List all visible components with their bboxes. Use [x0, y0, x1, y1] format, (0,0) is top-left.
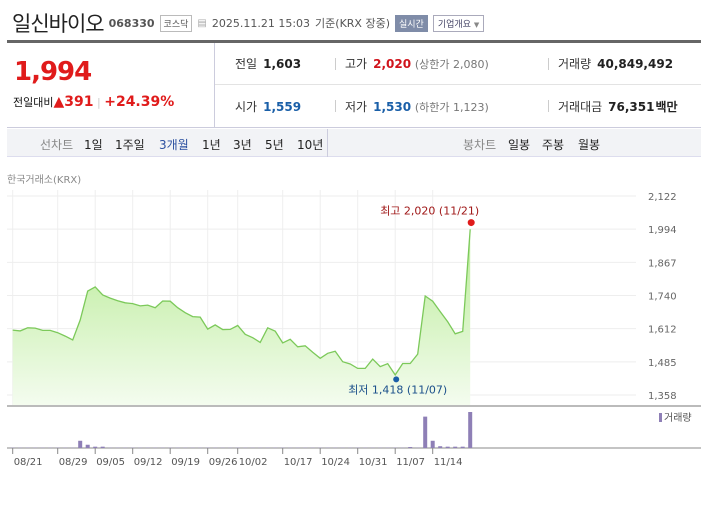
- x-tick-label: 10/31: [359, 457, 388, 468]
- price-area: [12, 229, 471, 405]
- chart-tabs: 선차트 1일 1주일 3개월 1년 3년 5년 10년 봉차트 일봉 주봉 월봉: [7, 129, 701, 157]
- x-tick-label: 08/29: [59, 457, 88, 468]
- tab-10y[interactable]: 10년: [297, 138, 324, 152]
- volume-legend: 거래량: [664, 412, 692, 424]
- volume-bar: [78, 440, 83, 448]
- x-tick-label: 09/19: [171, 457, 200, 468]
- candle-chart-label: 봉차트: [463, 138, 497, 152]
- volume: 거래량 40,849,492: [558, 57, 674, 71]
- prev-close: 전일 1,603: [235, 57, 302, 71]
- chevron-down-icon: ▼: [473, 20, 480, 29]
- x-tick-label: 09/12: [134, 457, 163, 468]
- y-tick-label: 1,994: [648, 225, 677, 236]
- change-value: 391: [64, 94, 94, 110]
- tab-3y[interactable]: 3년: [233, 138, 252, 152]
- volume-bar: [468, 412, 473, 448]
- stock-code: 068330: [108, 16, 155, 30]
- stats-grid: 전일 1,603 고가 2,020 (상한가 2,080) 거래량 40,849,49…: [214, 43, 701, 128]
- line-chart-label: 선차트: [40, 138, 74, 152]
- company-overview-dropdown[interactable]: 기업개요 ▼: [432, 14, 485, 32]
- tab-monthly[interactable]: 월봉: [578, 138, 601, 152]
- up-triangle-icon: ▲: [53, 94, 65, 110]
- tab-5y[interactable]: 5년: [265, 138, 284, 152]
- low-price: 저가 1,530 (하한가 1,123): [345, 99, 489, 114]
- volume-bar: [445, 446, 450, 448]
- x-tick-label: 11/07: [396, 457, 425, 468]
- x-tick-label: 08/21: [14, 457, 43, 468]
- volume-legend-icon: [659, 413, 662, 422]
- stock-header: 일신바이오 068330 코스닥 ▤ 2025.11.21 15:03 기준(K…: [12, 8, 485, 38]
- x-tick-label: 10/24: [321, 457, 350, 468]
- price-box: 1,994 전일대비▲391 | +24.39%: [7, 43, 214, 128]
- volume-bar: [438, 446, 443, 448]
- y-tick-label: 1,358: [648, 391, 677, 402]
- basis: 기준(KRX 장중): [315, 17, 390, 30]
- tab-1d[interactable]: 1일: [84, 138, 103, 152]
- y-tick-label: 1,740: [648, 292, 677, 303]
- open-price: 시가 1,559: [235, 99, 302, 114]
- tab-1y[interactable]: 1년: [202, 138, 221, 152]
- volume-bar: [85, 444, 90, 448]
- high-annotation: 최고 2,020 (11/21): [380, 205, 479, 218]
- price-change: 전일대비▲391 | +24.39%: [13, 94, 175, 110]
- x-tick-label: 11/14: [434, 457, 463, 468]
- tab-1w[interactable]: 1주일: [115, 138, 145, 152]
- realtime-button[interactable]: 실시간: [394, 14, 428, 32]
- x-tick-label: 09/05: [96, 457, 125, 468]
- market-badge: 코스닥: [159, 14, 193, 32]
- tab-daily[interactable]: 일봉: [508, 138, 531, 152]
- low-marker: [393, 376, 400, 383]
- volume-bar: [423, 416, 428, 448]
- volume-bar: [100, 446, 105, 448]
- price-line: [12, 229, 471, 377]
- volume-bar: [93, 446, 98, 448]
- tab-weekly[interactable]: 주봉: [542, 138, 565, 152]
- high-marker: [467, 219, 475, 227]
- tab-3m[interactable]: 3개월: [159, 138, 189, 152]
- x-tick-label: 10/17: [284, 457, 313, 468]
- divider: [7, 40, 701, 43]
- volume-bar: [408, 447, 413, 448]
- trade-value: 거래대금 76,351백만: [558, 99, 678, 114]
- volume-bar: [460, 446, 465, 448]
- overview-label: 기업개요: [437, 19, 471, 30]
- x-tick-label: 09/26: [209, 457, 238, 468]
- stock-name: 일신바이오: [12, 12, 105, 36]
- y-tick-label: 1,485: [648, 358, 677, 369]
- low-annotation: 최저 1,418 (11/07): [348, 383, 447, 396]
- datetime: 2025.11.21 15:03: [211, 16, 311, 30]
- current-price: 1,994: [14, 57, 92, 87]
- y-tick-label: 2,122: [648, 192, 677, 203]
- change-percent: +24.39%: [104, 94, 175, 110]
- data-source: 한국거래소(KRX): [7, 175, 82, 186]
- volume-bar: [453, 446, 458, 448]
- change-label: 전일대비: [13, 96, 54, 109]
- y-tick-label: 1,867: [648, 258, 677, 269]
- y-tick-label: 1,612: [648, 325, 677, 336]
- volume-bar: [430, 440, 435, 448]
- high-price: 고가 2,020 (상한가 2,080): [345, 57, 489, 71]
- x-tick-label: 10/02: [239, 457, 268, 468]
- calendar-icon: ▤: [197, 17, 207, 29]
